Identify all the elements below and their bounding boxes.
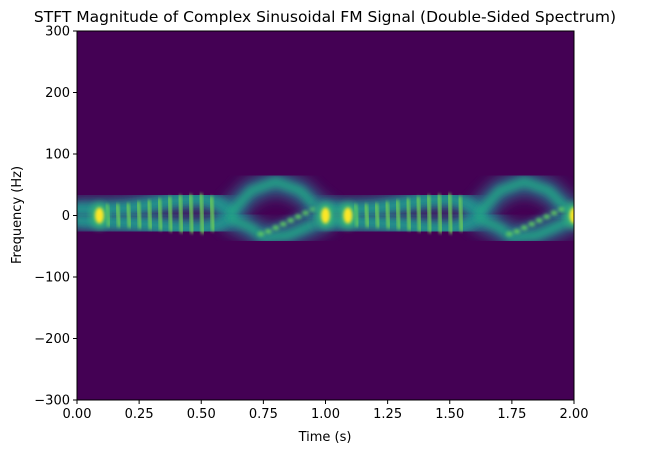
spectrogram-energy <box>77 170 574 248</box>
hotspot-peak <box>94 207 104 224</box>
hotspot-peak <box>343 207 353 224</box>
x-tick-label: 0.00 <box>63 407 92 422</box>
energy-stripe <box>209 196 216 232</box>
energy-stripe <box>188 194 195 234</box>
energy-stripe <box>115 203 122 228</box>
x-tick-label: 1.50 <box>435 407 464 422</box>
y-tick-label: −300 <box>34 394 70 409</box>
hotspot-peak <box>321 207 330 224</box>
energy-stripe <box>384 201 391 229</box>
y-axis-ticks: −300 −200 −100 0 100 200 300 <box>34 25 77 409</box>
y-tick-label: −100 <box>34 271 70 286</box>
y-axis-label: Frequency (Hz) <box>10 166 25 264</box>
y-tick-label: 100 <box>45 148 70 163</box>
energy-bead <box>279 221 287 227</box>
x-tick-label: 1.25 <box>373 407 402 422</box>
x-tick-label: 1.00 <box>311 407 340 422</box>
x-tick-label: 0.50 <box>187 407 216 422</box>
y-tick-label: −200 <box>34 332 70 347</box>
chart-title: STFT Magnitude of Complex Sinusoidal FM … <box>34 8 616 26</box>
energy-bead <box>558 206 566 212</box>
energy-stripe <box>415 196 422 232</box>
x-axis-ticks: 0.00 0.25 0.50 0.75 1.00 1.25 1.50 1.75 2.00 <box>63 400 589 422</box>
energy-bead <box>513 228 521 234</box>
energy-arc <box>475 177 574 217</box>
x-tick-label: 0.25 <box>125 407 154 422</box>
energy-stripe <box>436 194 443 234</box>
energy-stripe <box>447 193 454 235</box>
energy-stripe <box>395 199 402 230</box>
energy-arc <box>227 214 330 241</box>
energy-bead <box>287 217 295 223</box>
energy-stripe <box>198 193 205 235</box>
energy-bead <box>272 225 280 231</box>
x-tick-label: 0.75 <box>249 407 278 422</box>
energy-bead <box>257 231 265 237</box>
energy-stripe <box>177 194 184 233</box>
energy-stripe <box>146 199 153 230</box>
energy-stripe <box>125 202 132 228</box>
energy-stripe <box>167 196 174 232</box>
energy-bead <box>550 210 558 216</box>
energy-bead <box>543 214 551 220</box>
energy-bead <box>528 221 536 227</box>
y-tick-label: 300 <box>45 25 70 40</box>
x-axis-label: Time (s) <box>298 430 352 445</box>
energy-stripe <box>405 198 412 231</box>
y-tick-label: 200 <box>45 86 70 101</box>
hotspot-peak <box>569 207 574 224</box>
energy-bead <box>264 228 272 234</box>
energy-stripe <box>157 198 164 231</box>
energy-bead <box>302 210 310 216</box>
energy-arc <box>475 214 574 241</box>
energy-bead <box>535 217 543 223</box>
x-tick-label: 1.75 <box>497 407 526 422</box>
energy-stripe <box>136 201 143 229</box>
y-tick-label: 0 <box>62 209 70 224</box>
x-tick-label: 2.00 <box>560 407 589 422</box>
energy-stripe <box>457 196 464 232</box>
energy-bead <box>505 231 513 237</box>
energy-stripe <box>374 202 381 228</box>
energy-bead <box>520 225 528 231</box>
energy-stripe <box>363 203 370 228</box>
energy-stripe <box>426 194 433 233</box>
energy-bead <box>294 214 302 220</box>
